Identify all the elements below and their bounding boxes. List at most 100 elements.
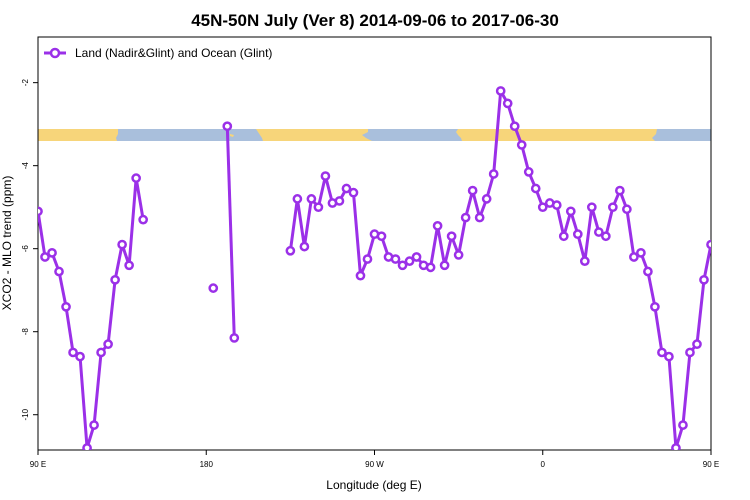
data-point [600, 231, 611, 242]
data-point [292, 194, 303, 204]
data-point [721, 175, 728, 182]
data-point [47, 247, 57, 258]
data-point [131, 173, 141, 183]
data-point [565, 206, 576, 217]
data-point [390, 254, 401, 264]
legend-marker-swatch [49, 47, 61, 59]
data-point [439, 260, 450, 271]
x-tick-label: 90 E [703, 460, 719, 469]
data-point [397, 260, 408, 271]
data-point [728, 216, 735, 223]
data-point [40, 252, 50, 262]
data-point [460, 212, 471, 223]
y-axis-label: XCO2 - MLO trend (ppm) [0, 176, 14, 311]
legend: Land (Nadir&Glint) and Ocean (Glint) [44, 46, 272, 60]
data-point [530, 183, 541, 194]
y-tick-label: -6 [21, 245, 30, 253]
data-point [334, 196, 345, 206]
data-point [671, 443, 681, 450]
data-point [474, 212, 485, 223]
data-point [551, 200, 562, 210]
data-point [488, 169, 499, 179]
data-point [404, 256, 415, 266]
data-point [657, 347, 667, 358]
data-point [706, 239, 711, 250]
data-point [306, 194, 317, 204]
data-point [615, 185, 625, 196]
data-point [117, 239, 127, 250]
x-axis-label: Longitude (deg E) [326, 478, 421, 492]
data-point [425, 262, 436, 273]
series-layer [38, 86, 735, 450]
data-point [593, 227, 604, 237]
data-point [509, 121, 520, 132]
data-point [692, 339, 702, 350]
data-point [481, 194, 492, 204]
data-point [124, 260, 134, 271]
data-point [285, 245, 296, 256]
data-point [643, 266, 653, 277]
data-point [68, 347, 78, 358]
data-point [636, 247, 646, 258]
x-tick-label: 90 W [365, 460, 384, 469]
data-point [229, 333, 240, 343]
data-point [103, 339, 113, 350]
data-point [348, 187, 359, 198]
data-point [446, 231, 457, 242]
data-point [453, 250, 464, 260]
data-point [685, 347, 695, 358]
data-point [96, 347, 106, 358]
data-point [495, 86, 506, 96]
data-point [411, 252, 422, 262]
data-point [376, 231, 387, 242]
x-tick-label: 90 E [30, 460, 46, 469]
data-point [664, 351, 674, 362]
ocean-band-east-pacific [652, 129, 711, 141]
data-point [82, 443, 92, 450]
data-point [714, 262, 721, 269]
data-point [61, 301, 71, 312]
data-point [313, 202, 324, 213]
x-tick-label: 0 [541, 460, 546, 469]
series-line [288, 89, 711, 450]
data-point [678, 420, 688, 430]
data-point [432, 221, 443, 231]
data-point [629, 252, 639, 262]
data-point [579, 256, 590, 266]
data-point [516, 140, 527, 150]
data-point [355, 270, 366, 281]
data-point [89, 420, 99, 430]
data-point [38, 206, 43, 217]
y-tick-label: -2 [21, 79, 30, 87]
x-tick-label: 180 [200, 460, 214, 469]
ocean-band-atlantic [362, 129, 462, 141]
data-point [341, 183, 352, 194]
data-point [320, 171, 331, 181]
data-point [558, 231, 569, 242]
data-point [537, 202, 548, 213]
data-point [362, 254, 373, 264]
data-point [222, 121, 233, 132]
series-line [38, 176, 145, 450]
data-point [572, 229, 583, 240]
y-tick-label: -8 [21, 328, 30, 336]
land-ocean-map-strip [38, 129, 711, 141]
data-point [586, 202, 597, 213]
legend-label: Land (Nadir&Glint) and Ocean (Glint) [75, 46, 272, 60]
data-point [299, 241, 310, 252]
data-point [75, 351, 85, 362]
y-axis: -2 -4 -6 -8 -10 [21, 79, 38, 420]
ocean-band-pacific [116, 129, 263, 141]
data-point [54, 266, 64, 277]
y-tick-label: -4 [21, 162, 30, 170]
data-point [650, 301, 660, 312]
data-point [208, 283, 219, 293]
y-tick-label: -10 [21, 408, 30, 420]
data-point [502, 98, 513, 109]
data-point [608, 202, 618, 213]
series-line [225, 126, 236, 338]
data-point [523, 167, 534, 177]
data-point [138, 214, 149, 225]
